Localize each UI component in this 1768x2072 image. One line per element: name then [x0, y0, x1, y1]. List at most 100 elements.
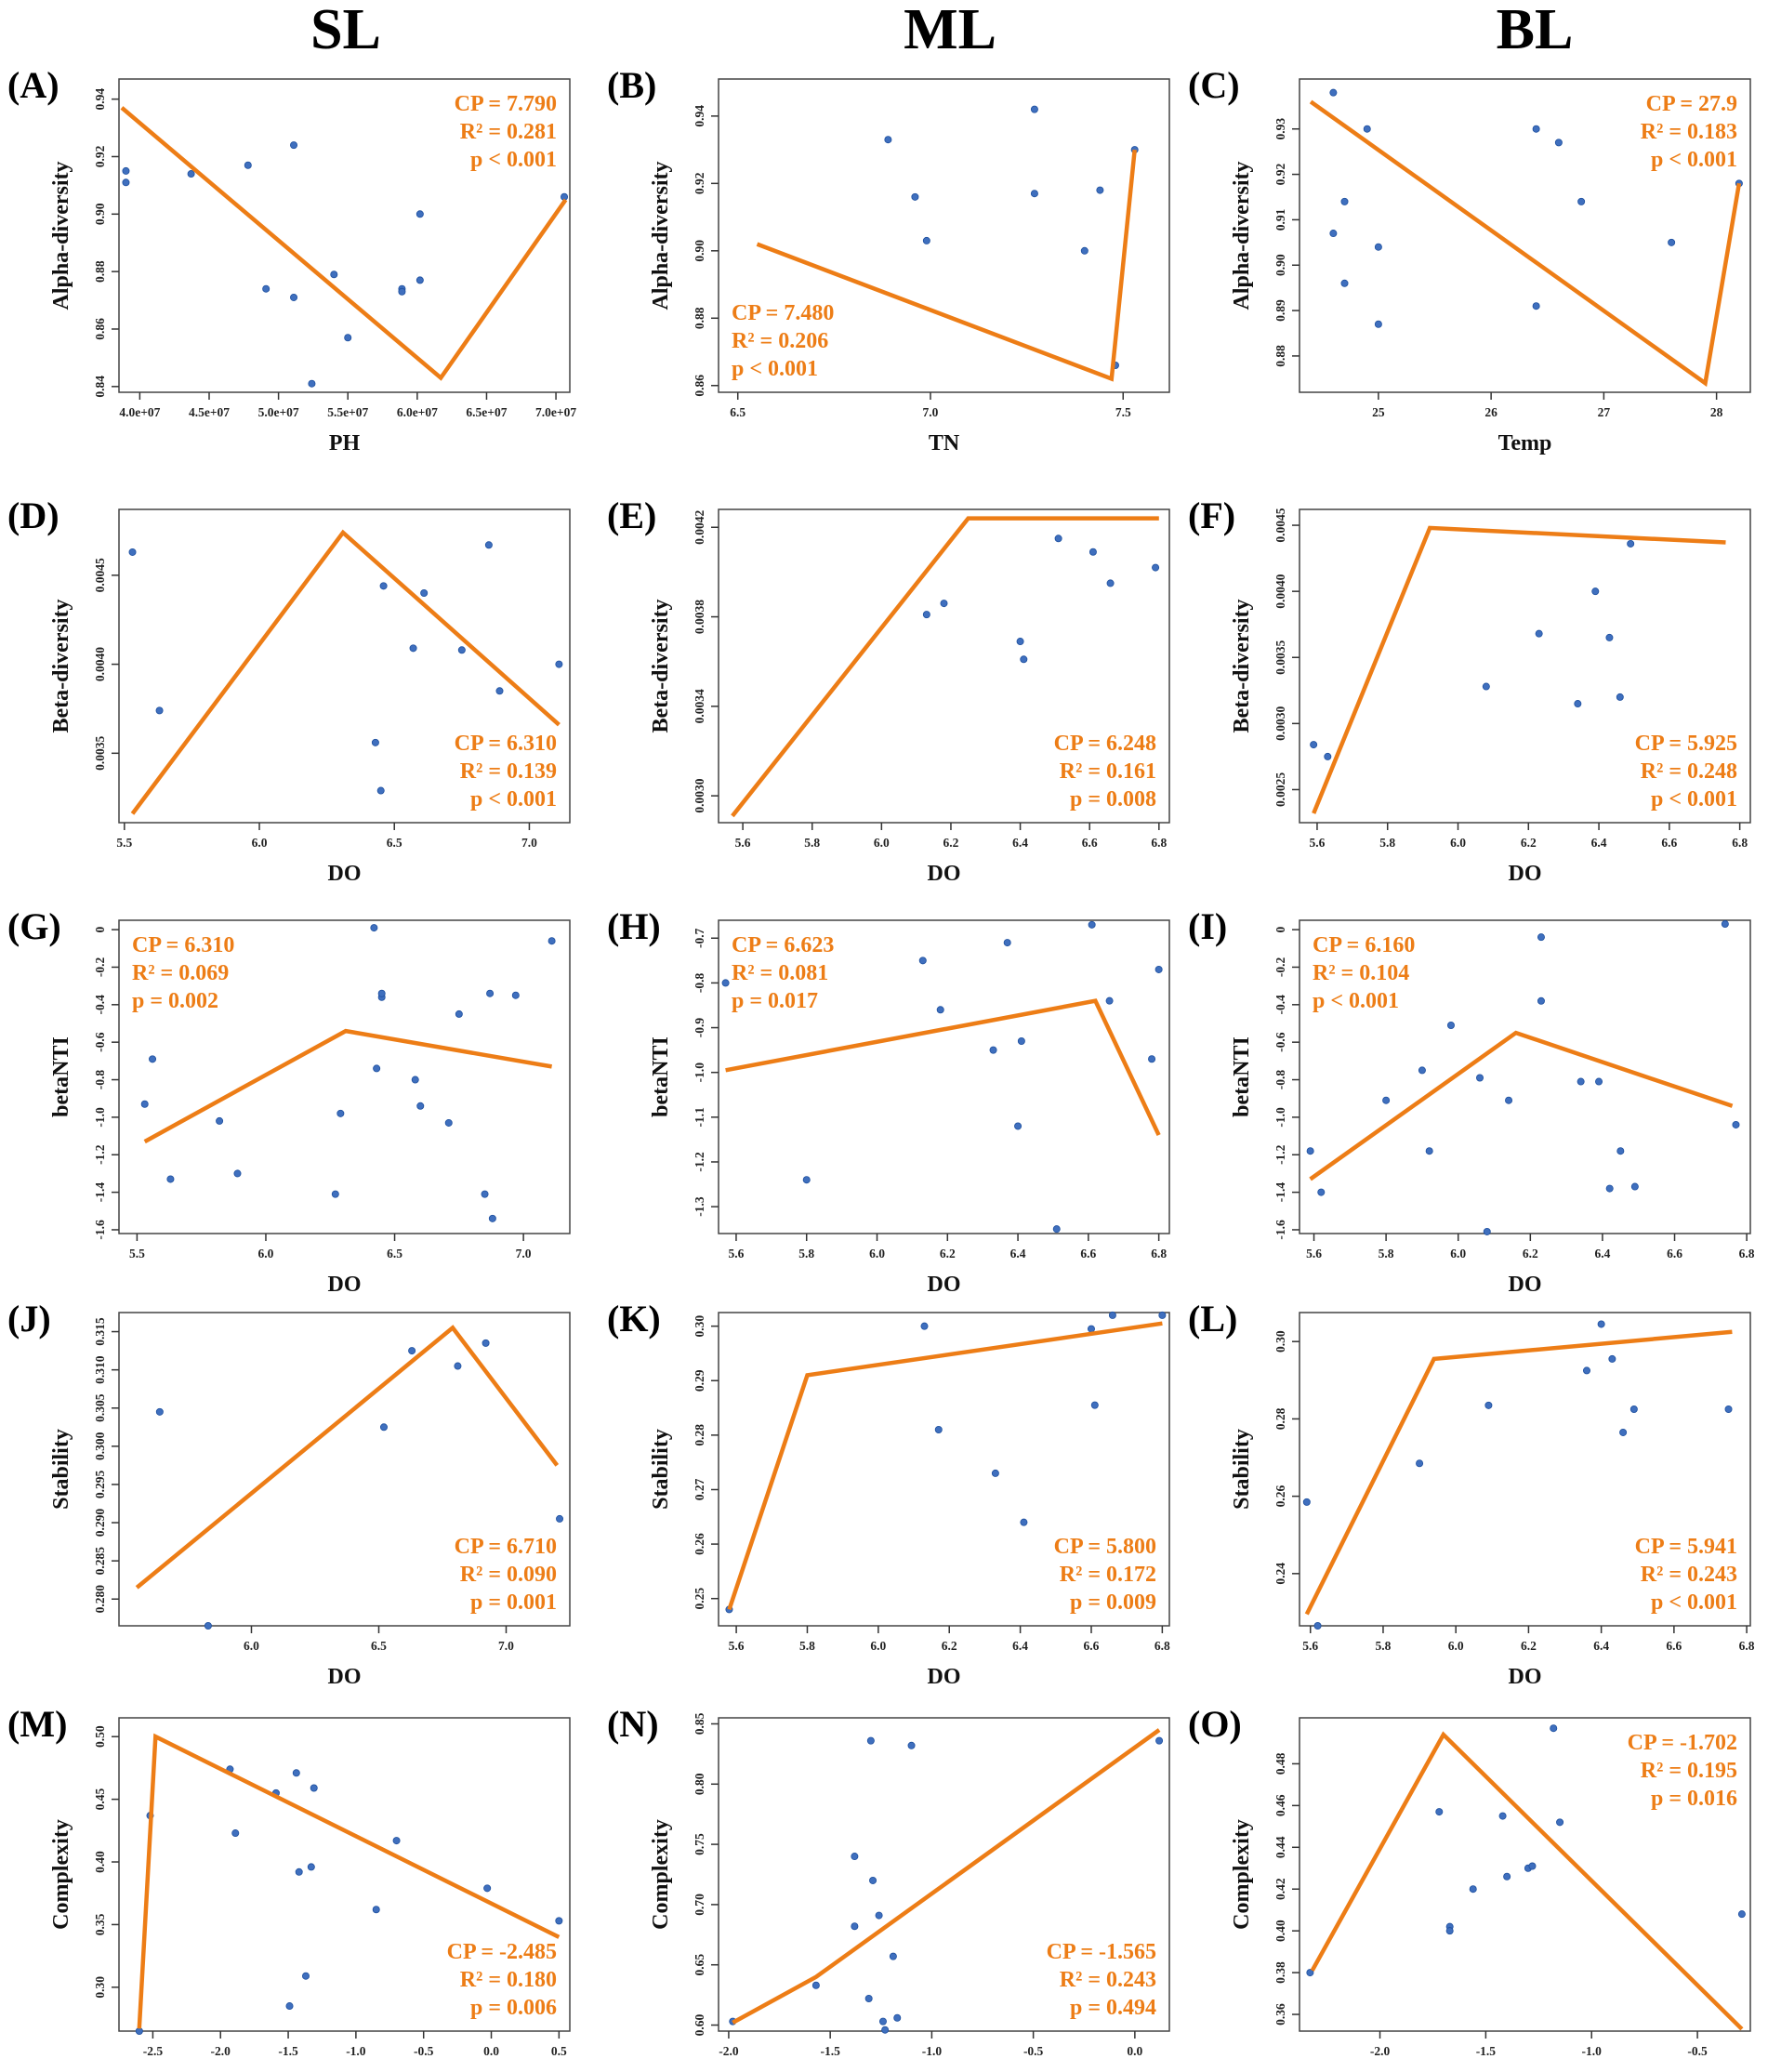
y-tick-label-a: 0.88: [93, 260, 107, 283]
fit-line-c: [1309, 99, 1742, 388]
y-tick-label-l: 0.28: [1273, 1407, 1287, 1430]
x-tick-label-n: 0.0: [1127, 2044, 1142, 2058]
stat-label-n: R² = 0.243: [1060, 1968, 1156, 1992]
data-point-g: [216, 1116, 224, 1125]
x-tick-label-i: 6.6: [1667, 1247, 1682, 1260]
data-point-l: [1629, 1406, 1638, 1414]
x-tick-label-d: 7.0: [521, 836, 537, 850]
y-tick-label-e: 0.0042: [693, 509, 706, 544]
data-point-i: [1721, 920, 1729, 929]
data-point-g: [481, 1190, 489, 1198]
x-axis-label-a: PH: [329, 431, 361, 455]
x-axis-label-b: TN: [929, 431, 960, 455]
panel-a: (A) 4.0e+07 4.5e+07 5.0e+07 5.5e+07 6.0e+07 6.…: [7, 64, 576, 455]
stat-label-f: p < 0.001: [1651, 787, 1737, 812]
data-point-n: [869, 1876, 877, 1884]
x-tick-label-f: 6.2: [1521, 836, 1537, 850]
x-tick-label-f: 6.4: [1591, 836, 1607, 850]
y-tick-label-l: 0.24: [1273, 1563, 1287, 1585]
x-tick-label-c: 28: [1710, 405, 1723, 419]
data-point-h: [721, 979, 730, 987]
data-point-h: [1014, 1122, 1023, 1130]
panel-label-a: (A): [7, 64, 59, 106]
fit-line-o: [1310, 1731, 1744, 2031]
y-tick-label-f: 0.0045: [1273, 508, 1287, 542]
data-point-m: [285, 2002, 294, 2011]
data-point-g: [548, 937, 556, 945]
data-point-h: [802, 1176, 811, 1184]
data-point-i: [1577, 1077, 1585, 1086]
x-tick-label-b: 7.5: [1115, 405, 1131, 419]
y-tick-label-i: -0.4: [1273, 995, 1287, 1015]
data-point-f: [1616, 693, 1624, 701]
y-tick-label-g: 0: [93, 926, 107, 932]
x-tick-label-j: 6.0: [244, 1639, 259, 1653]
data-point-n: [811, 1981, 820, 1989]
data-point-c: [1329, 230, 1338, 238]
y-tick-label-b: 0.92: [693, 172, 706, 194]
fit-line-k: [727, 1321, 1163, 1611]
x-tick-label-h: 5.8: [798, 1247, 814, 1260]
y-axis-label-i: betaNTI: [1230, 1036, 1254, 1117]
stat-label-l: CP = 5.941: [1635, 1535, 1737, 1559]
data-point-g: [411, 1076, 419, 1084]
x-tick-label-m: 0.0: [483, 2044, 499, 2058]
data-point-m: [231, 1829, 240, 1838]
y-tick-label-n: 0.80: [693, 1773, 706, 1795]
panel-h: (H) 5.6 5.8 6.0 6.2 6.4 6.6 6.8 -1.3 -1.2 -1.1 -1.0…: [607, 905, 1170, 1297]
fit-line-b: [756, 149, 1137, 382]
data-point-d: [128, 548, 137, 556]
data-point-a: [398, 287, 406, 296]
panel-i: (I) 5.6 5.8 6.0 6.2 6.4 6.6 6.8 -1.6 -1.4 -1.2 -1.0…: [1188, 905, 1755, 1297]
stat-label-b: R² = 0.206: [732, 329, 828, 353]
data-point-h: [1105, 996, 1114, 1005]
data-point-b: [1080, 246, 1089, 255]
y-tick-label-j: 0.305: [93, 1393, 107, 1422]
data-point-n: [893, 2013, 902, 2022]
column-header-ml: ML: [904, 0, 996, 61]
x-axis-label-k: DO: [928, 1665, 961, 1689]
data-point-a: [122, 178, 130, 187]
data-point-c: [1374, 320, 1382, 328]
data-point-k: [1090, 1401, 1099, 1409]
data-point-l: [1302, 1498, 1311, 1506]
x-tick-label-e: 6.4: [1012, 836, 1028, 850]
data-point-k: [991, 1469, 999, 1477]
data-point-m: [295, 1867, 303, 1876]
stat-label-h: CP = 6.623: [732, 933, 834, 957]
y-tick-label-i: -1.4: [1273, 1182, 1287, 1203]
y-tick-label-b: 0.86: [693, 375, 706, 397]
x-tick-label-c: 27: [1598, 405, 1611, 419]
data-point-c: [1329, 88, 1338, 97]
x-tick-label-j: 7.0: [498, 1639, 514, 1653]
x-tick-label-h: 5.6: [729, 1247, 745, 1260]
data-point-g: [336, 1109, 345, 1117]
fit-line-d: [130, 529, 561, 815]
x-tick-label-i: 5.6: [1306, 1247, 1322, 1260]
y-tick-label-a: 0.94: [93, 88, 107, 111]
y-tick-label-j: 0.315: [93, 1317, 107, 1346]
data-point-e: [940, 600, 948, 608]
x-tick-label-l: 5.8: [1376, 1639, 1392, 1653]
data-point-c: [1363, 125, 1371, 133]
plot-frame-n: [718, 1717, 1170, 2032]
stat-label-k: R² = 0.172: [1060, 1563, 1156, 1587]
data-point-g: [233, 1169, 242, 1178]
x-tick-label-b: 6.5: [730, 405, 745, 419]
y-tick-label-i: -0.8: [1273, 1070, 1287, 1090]
data-point-d: [371, 738, 379, 746]
x-tick-label-h: 6.2: [940, 1247, 956, 1260]
data-point-i: [1425, 1147, 1433, 1155]
y-tick-label-k: 0.27: [693, 1478, 706, 1500]
x-tick-label-f: 6.0: [1450, 836, 1466, 850]
x-tick-label-m: -2.0: [211, 2044, 231, 2058]
stat-label-o: R² = 0.195: [1641, 1759, 1737, 1783]
x-tick-label-i: 6.0: [1450, 1247, 1466, 1260]
data-point-n: [889, 1952, 897, 1960]
data-point-j: [482, 1339, 490, 1347]
data-point-h: [936, 1006, 944, 1014]
x-tick-label-m: -1.5: [278, 2044, 298, 2058]
data-point-b: [884, 136, 892, 144]
y-tick-label-i: -1.2: [1273, 1144, 1287, 1165]
x-tick-label-h: 6.0: [869, 1247, 885, 1260]
